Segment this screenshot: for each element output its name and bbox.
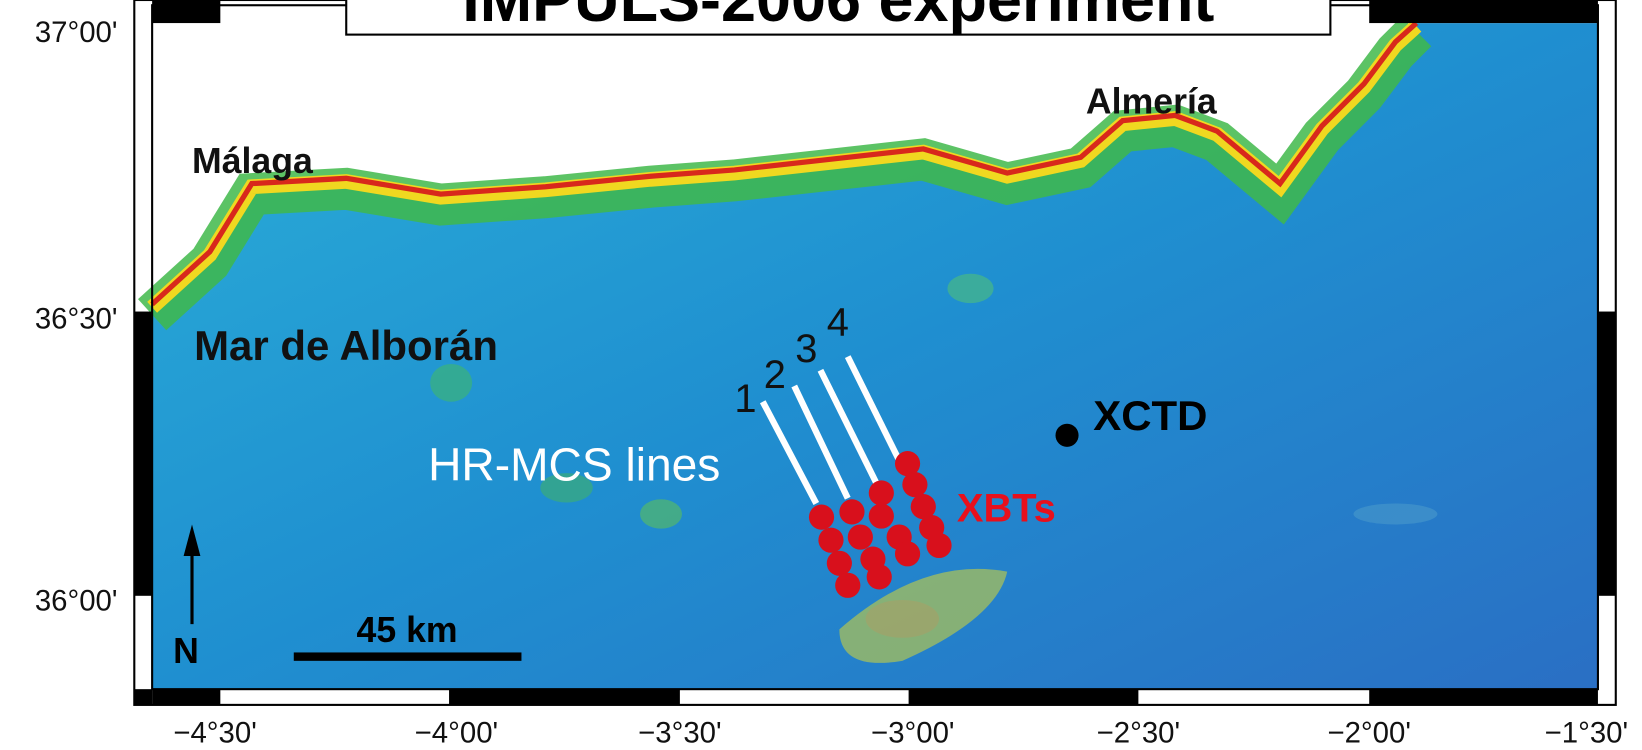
xbt-station	[867, 564, 892, 589]
xctd-label: XCTD	[1093, 392, 1207, 439]
lon-tick-label: −2°30'	[1097, 717, 1180, 750]
lines-label: HR-MCS lines	[428, 438, 720, 490]
title-box: IMPULS-2006 experiment	[346, 0, 1330, 35]
xbt-station	[926, 533, 951, 558]
xbt-station	[895, 541, 920, 566]
scale-label: 45 km	[357, 610, 458, 650]
lon-tick-label: −2°00'	[1327, 717, 1410, 750]
xbt-station	[818, 528, 843, 553]
xbt-station	[848, 524, 873, 549]
lon-tick-label: −4°30'	[173, 717, 256, 750]
xctd-station	[1055, 424, 1078, 447]
lat-tick-label: 37°00'	[35, 16, 118, 49]
title: IMPULS-2006 experiment	[462, 0, 1214, 35]
city-label: Almería	[1086, 81, 1218, 121]
xbt-station	[902, 472, 927, 497]
lon-tick-label: −4°00'	[415, 717, 498, 750]
xbt-station	[869, 480, 894, 505]
lon-tick-label: −3°00'	[871, 717, 954, 750]
lon-tick-label: −3°30'	[638, 717, 721, 750]
line-number: 2	[764, 353, 786, 397]
lon-tick-label: −1°30'	[1545, 717, 1628, 750]
xbt-station	[809, 505, 834, 530]
city-label: Málaga	[192, 141, 314, 181]
xbt-station	[869, 503, 894, 528]
lat-tick-label: 36°00'	[35, 584, 118, 617]
xbt-station	[839, 499, 864, 524]
sea-label: Mar de Alborán	[194, 322, 498, 369]
north-label: N	[173, 631, 199, 671]
xbt-station	[835, 573, 860, 598]
lat-tick-label: 36°30'	[35, 302, 118, 335]
line-number: 4	[827, 301, 849, 345]
xbt-station	[827, 551, 852, 576]
latitude-axis: 37°00' 36°30' 36°00'	[35, 16, 118, 618]
xbt-label: XBTs	[957, 486, 1056, 530]
line-number: 1	[734, 377, 756, 421]
map-figure: IMPULS-2006 experiment Málaga Almería Ma…	[0, 0, 1642, 750]
line-number: 3	[795, 327, 817, 371]
longitude-axis: −4°30' −4°00' −3°30' −3°00' −2°30' −2°00' −1°3…	[173, 717, 1628, 750]
